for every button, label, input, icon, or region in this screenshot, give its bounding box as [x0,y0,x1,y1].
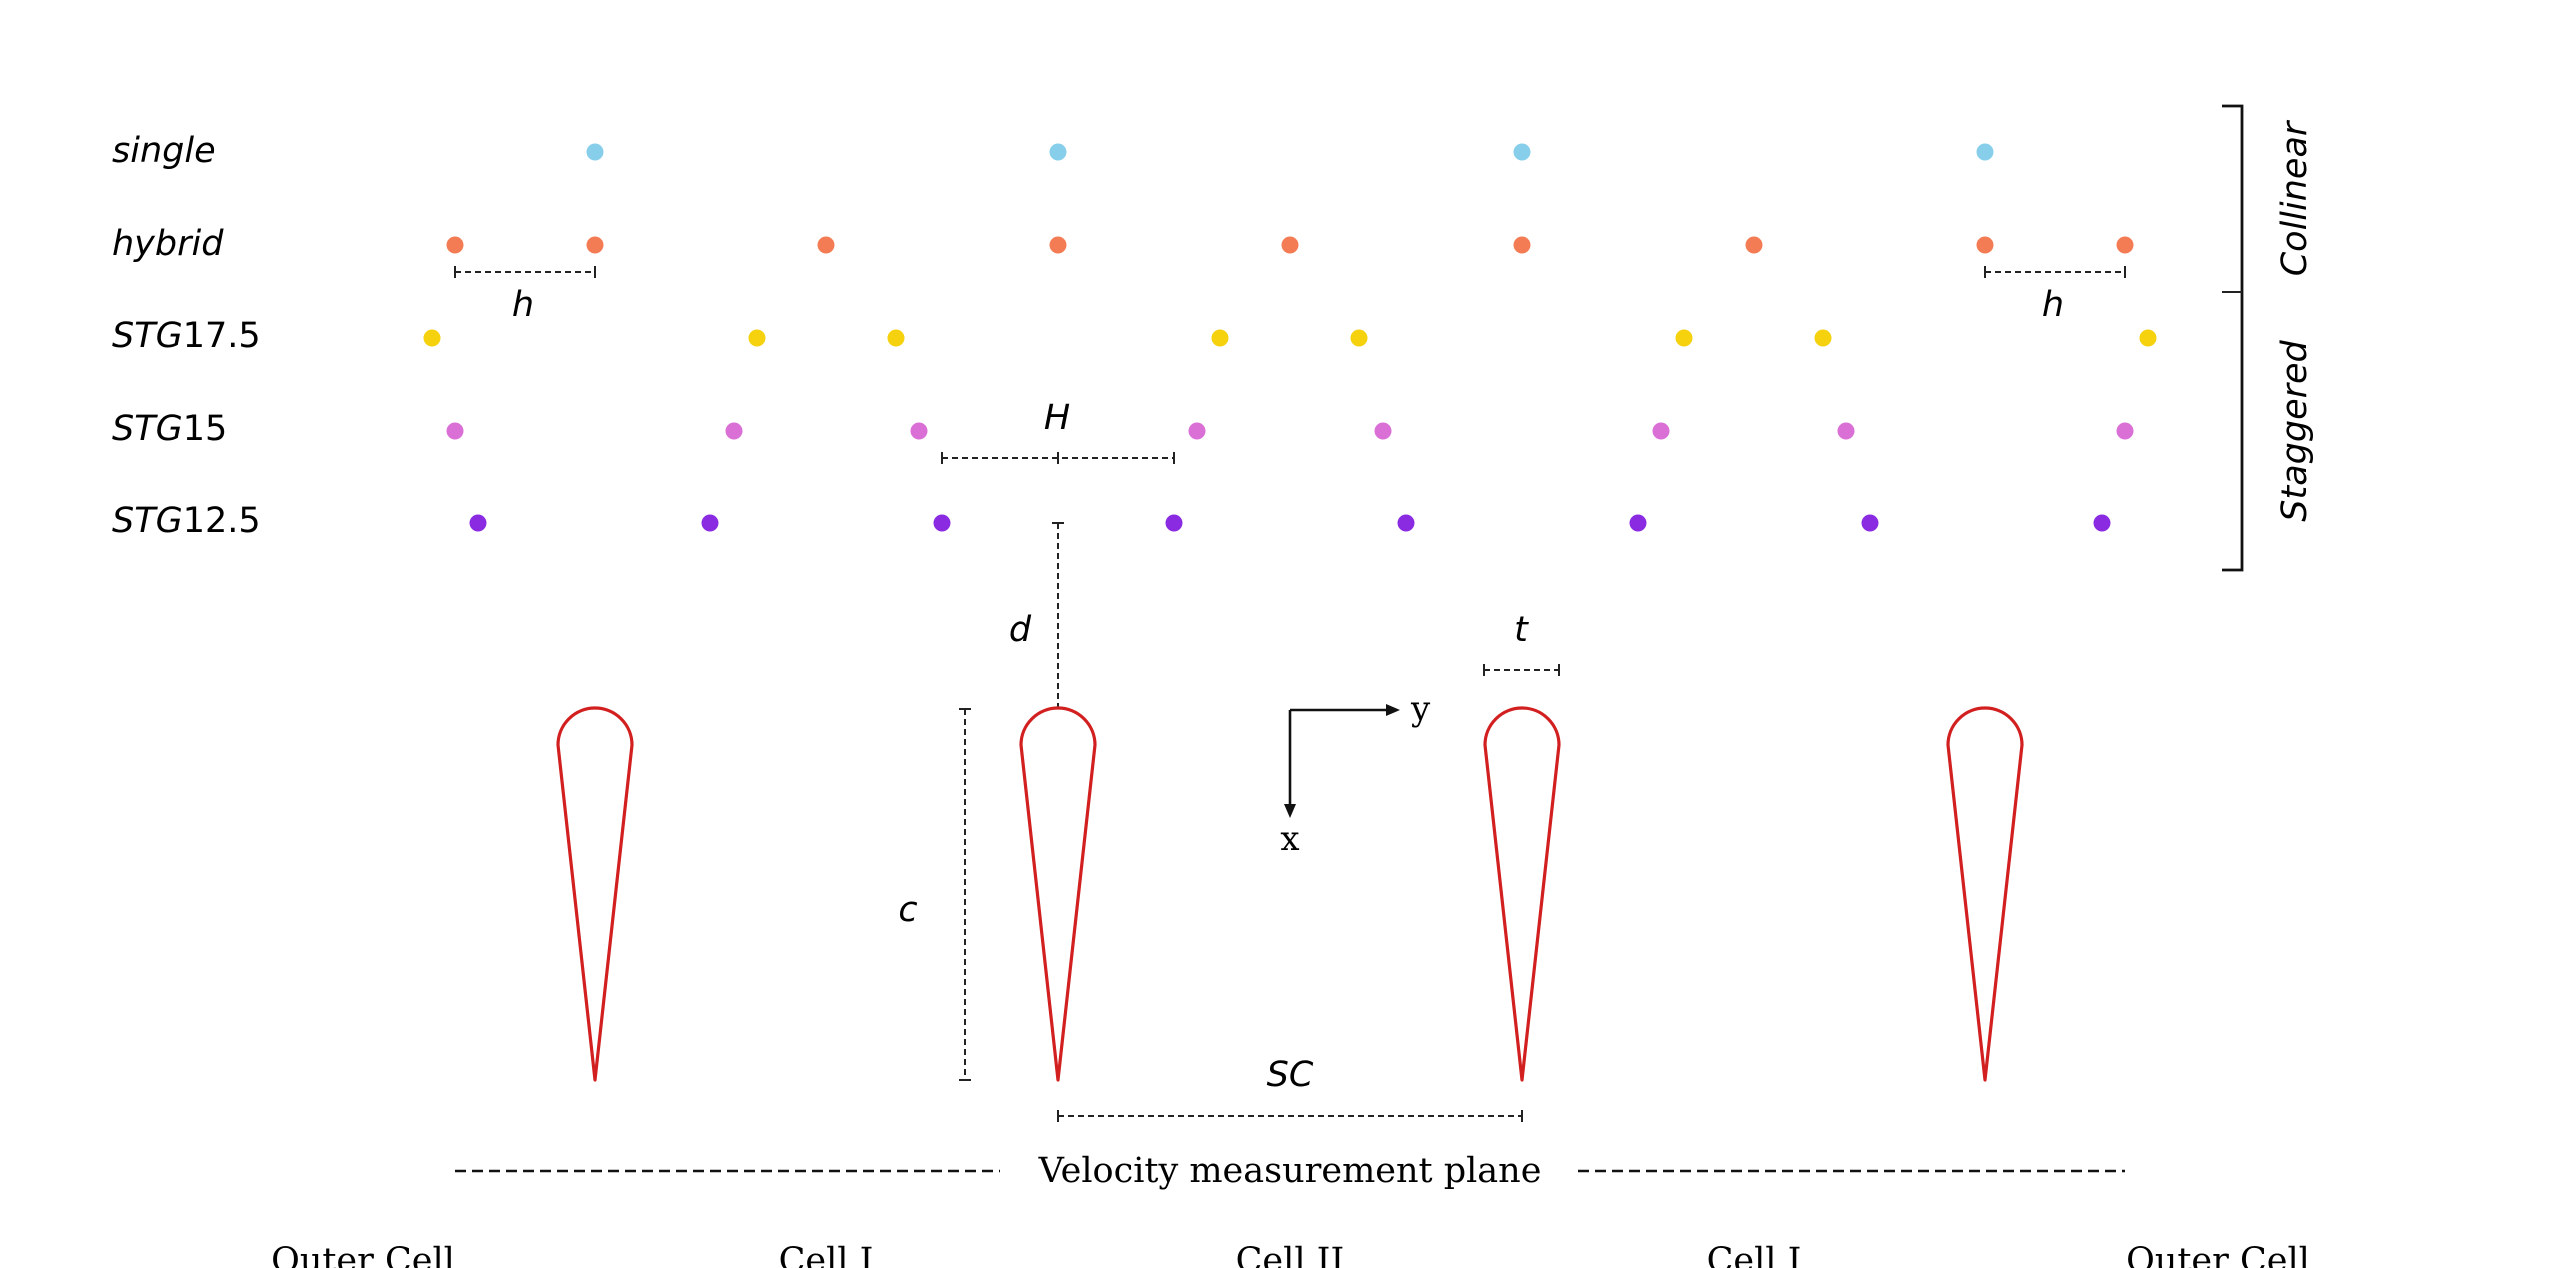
cell-label-cell-i-left: Cell I [779,1241,874,1268]
dimension-label-h-left: h [512,285,534,325]
airfoil-blade [1019,706,1097,1082]
airfoil-blade [556,706,634,1082]
turbine-dot-stg15 [1837,422,1855,440]
turbine-dot-hybrid [817,236,835,254]
dimension-h-left: h [454,266,596,325]
turbine-dot-single [1049,143,1067,161]
turbine-dot-hybrid [1745,236,1763,254]
dots-stg12-5 [469,514,2111,532]
measurement-plane-label: Velocity measurement plane [1038,1151,1542,1191]
row-label-single: single [112,131,216,171]
turbine-dot-hybrid [1976,236,1994,254]
turbine-dot-stg15 [2116,422,2134,440]
turbine-dot-stg17-5 [2139,329,2157,347]
row-label-stg15: STG15 [112,409,227,449]
dimension-label-d: d [1009,610,1032,650]
dimension-label-h-right: h [2042,285,2064,325]
cell-label-outer-right: Outer Cell [2126,1241,2310,1268]
turbine-dot-stg17-5 [748,329,766,347]
turbine-dot-stg15 [725,422,743,440]
turbine-dot-hybrid [1513,236,1531,254]
turbine-dot-hybrid [2116,236,2134,254]
turbine-dot-stg17-5 [887,329,905,347]
turbine-dot-stg12-5 [1397,514,1415,532]
turbine-dot-single [1976,143,1994,161]
turbine-dot-stg17-5 [1350,329,1368,347]
arrowhead-x-icon [1284,804,1296,818]
turbine-dot-stg17-5 [423,329,441,347]
group-bracket [2222,104,2244,572]
cell-label-outer-left: Outer Cell [271,1241,455,1268]
dimension-d: d [1009,522,1064,709]
turbine-dot-stg17-5 [1814,329,1832,347]
dimension-c: c [898,708,971,1081]
turbine-dot-single [586,143,604,161]
dots-single [586,143,1994,161]
group-label-collinear: Collinear [2275,119,2315,276]
dimension-SC: SC [1057,1055,1523,1122]
airfoil-blade [1483,706,1561,1082]
dots-stg15 [446,422,2134,440]
axis-label-x: x [1280,819,1299,859]
row-label-stg17-5: STG17.5 [112,316,261,356]
turbine-dot-stg12-5 [933,514,951,532]
dots-hybrid [446,236,2134,254]
dimension-H: H [941,398,1175,464]
turbine-dot-stg15 [1652,422,1670,440]
row-label-stg12-5: STG12.5 [112,501,261,541]
turbine-dot-stg12-5 [2093,514,2111,532]
dimension-label-SC: SC [1267,1055,1314,1095]
turbine-dot-stg15 [446,422,464,440]
velocity-measurement-plane: Velocity measurement plane [455,1151,2125,1191]
coordinate-axes: y x [1280,689,1431,859]
turbine-dot-stg12-5 [1629,514,1647,532]
row-label-hybrid: hybrid [112,224,224,264]
turbine-dot-stg12-5 [701,514,719,532]
cell-label-cell-ii: Cell II [1236,1241,1345,1268]
dimension-h-right: h [1984,266,2126,325]
dimension-label-t: t [1514,610,1529,650]
turbine-dot-stg15 [1374,422,1392,440]
turbine-dot-hybrid [1049,236,1067,254]
turbine-dot-hybrid [446,236,464,254]
turbine-dot-stg12-5 [1165,514,1183,532]
dimension-label-H: H [1044,398,1070,438]
cell-label-cell-i-right: Cell I [1707,1241,1802,1268]
axis-label-y: y [1410,689,1431,729]
dimension-label-c: c [898,890,917,930]
turbine-dot-stg12-5 [469,514,487,532]
turbine-dot-single [1513,143,1531,161]
group-label-staggered: Staggered [2275,339,2315,521]
turbine-dot-hybrid [586,236,604,254]
turbine-dot-stg12-5 [1861,514,1879,532]
arrowhead-y-icon [1386,704,1400,716]
turbine-dot-hybrid [1281,236,1299,254]
airfoil-blade [1946,706,2024,1082]
turbine-dot-stg15 [1188,422,1206,440]
turbine-dot-stg17-5 [1211,329,1229,347]
dimension-t: t [1483,610,1560,676]
turbine-dot-stg15 [910,422,928,440]
dots-stg17-5 [423,329,2157,347]
turbine-dot-stg17-5 [1675,329,1693,347]
